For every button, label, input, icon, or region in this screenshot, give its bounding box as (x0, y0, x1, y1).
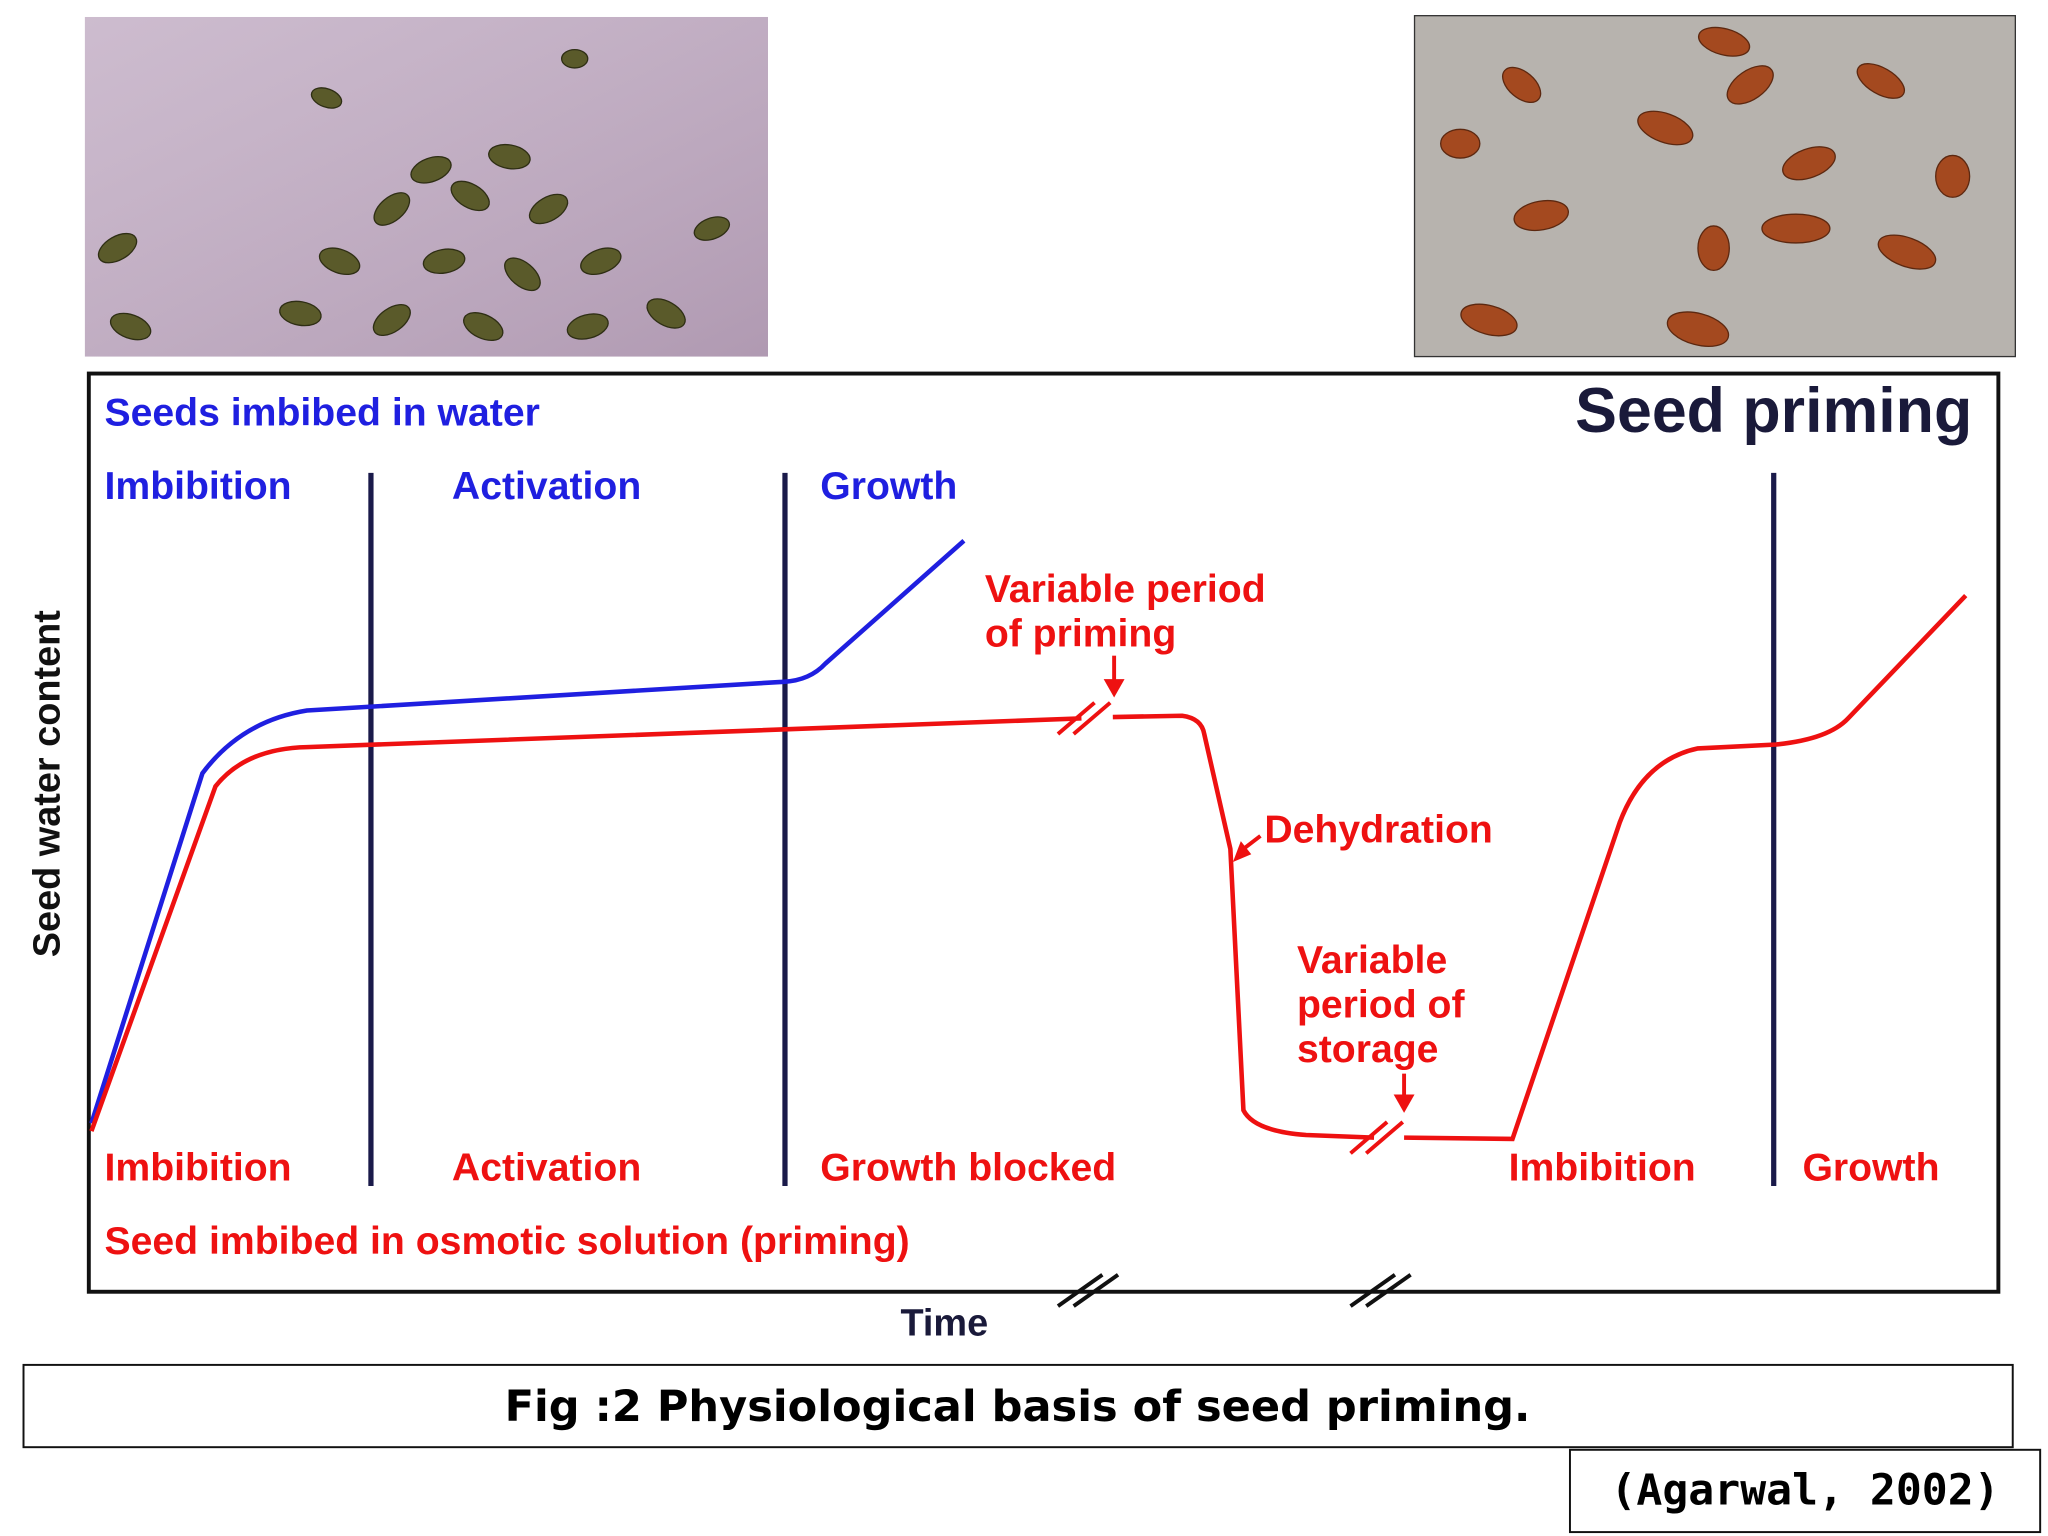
citation: (Agarwal, 2002) (1610, 1465, 1999, 1515)
seed-photo-right (1413, 15, 2016, 358)
annotation: Variable period (985, 568, 1266, 611)
priming-heading: Seed imbibed in osmotic solution (primin… (104, 1220, 909, 1263)
annotation: of priming (985, 612, 1176, 655)
caption-box (22, 1363, 2014, 1449)
priming-phase: Imbibition (104, 1147, 291, 1190)
diagram-title: Seed priming (1575, 376, 1972, 446)
arrows (1103, 655, 1415, 1113)
priming-phase: Growth (1802, 1147, 1939, 1190)
annotation: Variable (1297, 939, 1447, 982)
seed-photo-left (84, 16, 769, 357)
annotation: period of (1297, 983, 1466, 1026)
water-phase: Activation (452, 465, 641, 508)
annotation: Dehydration (1264, 808, 1493, 851)
axis-break-marks (1056, 1273, 1412, 1308)
y-axis-label: Seed water content (27, 610, 69, 958)
citation-box (1568, 1448, 2042, 1534)
diagram-frame (86, 371, 2001, 1294)
water-phase: Imbibition (104, 465, 291, 508)
priming-phase: Growth blocked (820, 1147, 1116, 1190)
priming-phase: Imbibition (1509, 1147, 1696, 1190)
caption: Fig :2 Physiological basis of seed primi… (505, 1382, 1531, 1432)
phase-dividers (368, 472, 1777, 1186)
water-curve (89, 539, 966, 1124)
priming-curve (89, 594, 1968, 1142)
water-phase: Growth (820, 465, 957, 508)
x-axis-label: Time (900, 1303, 988, 1345)
break-marks (1056, 701, 1405, 1155)
water-heading: Seeds imbibed in water (104, 392, 539, 435)
priming-phase: Activation (452, 1147, 641, 1190)
annotation: storage (1297, 1028, 1439, 1071)
